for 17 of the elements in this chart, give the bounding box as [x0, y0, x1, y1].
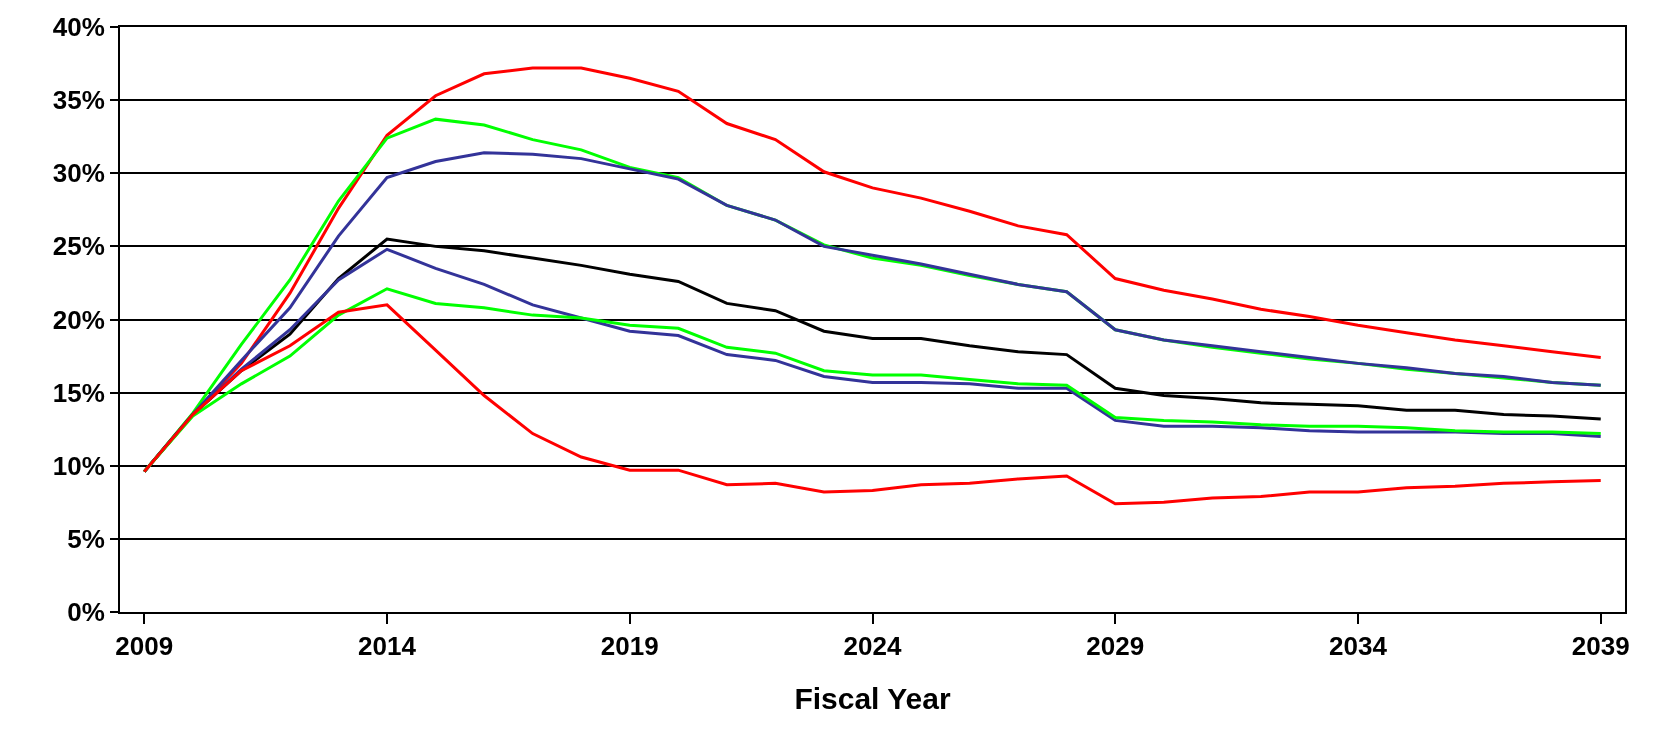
x-tick-label: 2034	[1329, 631, 1388, 662]
x-tick-label: 2024	[843, 631, 902, 662]
y-tick-label: 15%	[52, 377, 105, 408]
x-tick-label: 2039	[1571, 631, 1630, 662]
y-tick-label: 10%	[52, 450, 105, 481]
x-axis-title: Fiscal Year	[794, 682, 951, 716]
x-tick-label: 2019	[600, 631, 659, 662]
y-tick-label: 0%	[67, 597, 105, 628]
x-tick-label: 2029	[1086, 631, 1145, 662]
y-tick-label: 35%	[52, 85, 105, 116]
y-tick-label: 5%	[67, 523, 105, 554]
y-tick-label: 25%	[52, 231, 105, 262]
x-tick-label: 2009	[115, 631, 174, 662]
y-tick-label: 20%	[52, 304, 105, 335]
x-tick-label: 2014	[358, 631, 417, 662]
y-tick-label: 40%	[52, 12, 105, 43]
y-tick-label: 30%	[52, 158, 105, 189]
